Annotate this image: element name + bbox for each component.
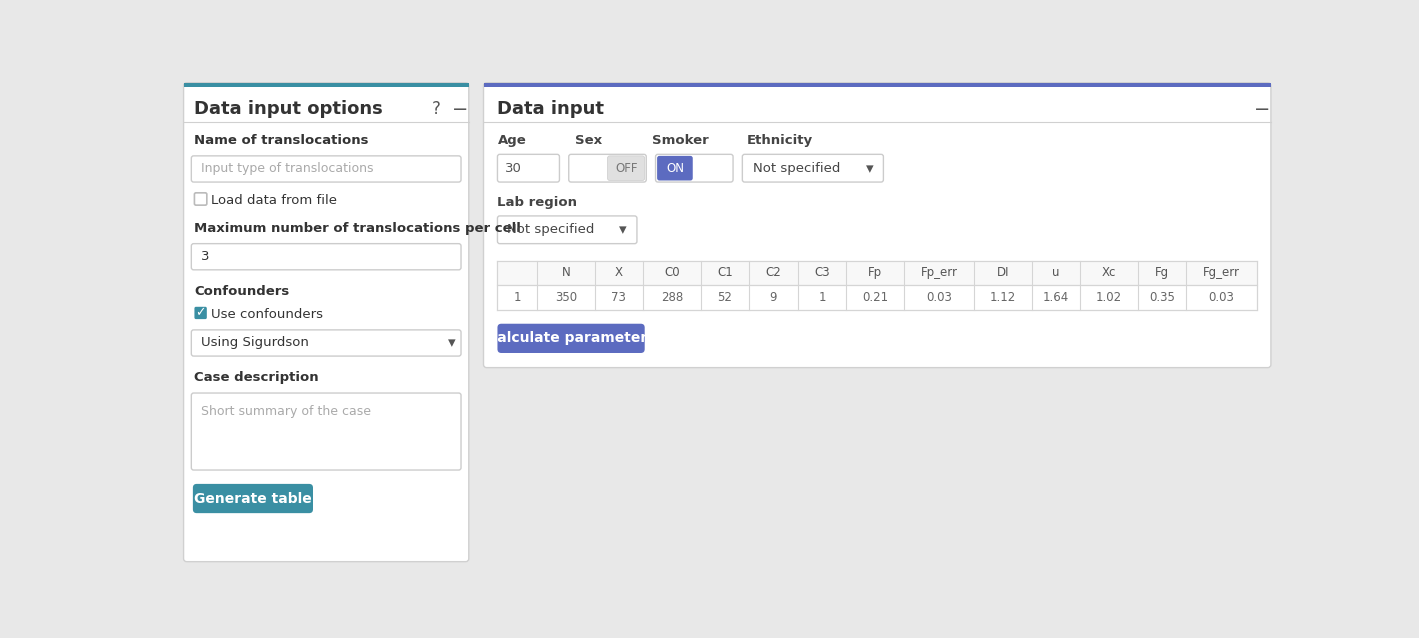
Text: ▾: ▾ [866,161,873,175]
Text: 73: 73 [612,291,626,304]
Text: −: − [1254,100,1270,119]
Bar [498,285,1257,310]
Text: ON: ON [666,161,684,175]
Text: u: u [1053,267,1060,279]
Text: 1.02: 1.02 [1095,291,1122,304]
FancyBboxPatch shape [193,484,314,513]
Text: C2: C2 [766,267,782,279]
Text: Not specified: Not specified [507,223,595,236]
Text: Data input options: Data input options [194,100,383,119]
Text: 9: 9 [769,291,778,304]
FancyBboxPatch shape [194,193,207,205]
Text: C1: C1 [717,267,732,279]
Text: 0.35: 0.35 [1149,291,1175,304]
Text: X: X [614,267,623,279]
Text: C0: C0 [664,267,680,279]
Text: Case description: Case description [194,371,319,385]
FancyBboxPatch shape [656,154,734,182]
Text: 1: 1 [514,291,521,304]
Text: Ethnicity: Ethnicity [746,135,813,147]
Text: 0.03: 0.03 [927,291,952,304]
Text: Fg_err: Fg_err [1203,267,1240,279]
Bar [498,260,1257,285]
Bar [484,83,1271,87]
Text: Xc: Xc [1101,267,1117,279]
Text: Lab region: Lab region [498,196,578,209]
Text: Use confounders: Use confounders [211,308,324,322]
FancyBboxPatch shape [498,154,559,182]
FancyBboxPatch shape [607,156,644,181]
Text: Input type of translocations: Input type of translocations [200,163,373,175]
Text: 3: 3 [200,250,209,263]
FancyBboxPatch shape [484,83,1271,367]
Text: Maximum number of translocations per cell: Maximum number of translocations per cel… [194,222,521,235]
Text: OFF: OFF [616,161,639,175]
Text: Calculate parameters: Calculate parameters [487,331,656,345]
Text: ▾: ▾ [448,336,455,350]
Text: Smoker: Smoker [653,135,710,147]
Text: Using Sigurdson: Using Sigurdson [200,336,308,350]
Text: Short summary of the case: Short summary of the case [200,405,370,419]
Text: Fp_err: Fp_err [921,267,958,279]
FancyBboxPatch shape [192,156,461,182]
Text: Fg: Fg [1155,267,1169,279]
FancyBboxPatch shape [498,323,644,353]
Text: ?: ? [431,100,440,119]
Text: 0.21: 0.21 [861,291,888,304]
Bar [183,83,468,87]
Text: ✓: ✓ [196,306,206,320]
FancyBboxPatch shape [657,156,692,181]
Text: 0.03: 0.03 [1209,291,1235,304]
Text: 1: 1 [819,291,826,304]
Text: Name of translocations: Name of translocations [194,135,369,147]
FancyBboxPatch shape [194,307,207,319]
Text: Not specified: Not specified [753,161,840,175]
Text: 288: 288 [661,291,683,304]
Text: 52: 52 [718,291,732,304]
FancyBboxPatch shape [192,393,461,470]
Text: C3: C3 [815,267,830,279]
Text: 1.64: 1.64 [1043,291,1069,304]
FancyBboxPatch shape [192,330,461,356]
Text: 30: 30 [505,161,522,175]
FancyBboxPatch shape [183,83,468,561]
FancyBboxPatch shape [569,154,646,182]
Text: N: N [562,267,570,279]
Text: DI: DI [996,267,1009,279]
Text: Fp: Fp [868,267,883,279]
Text: Confounders: Confounders [194,285,289,298]
Text: Generate table: Generate table [194,491,312,505]
Text: Sex: Sex [575,135,602,147]
FancyBboxPatch shape [192,244,461,270]
FancyBboxPatch shape [498,216,637,244]
FancyBboxPatch shape [742,154,884,182]
Text: 1.12: 1.12 [990,291,1016,304]
Text: ▾: ▾ [619,222,627,237]
Text: Age: Age [498,135,526,147]
Text: −: − [451,100,468,119]
Text: 350: 350 [555,291,578,304]
Text: Load data from file: Load data from file [211,195,338,207]
Text: Data input: Data input [498,100,604,119]
